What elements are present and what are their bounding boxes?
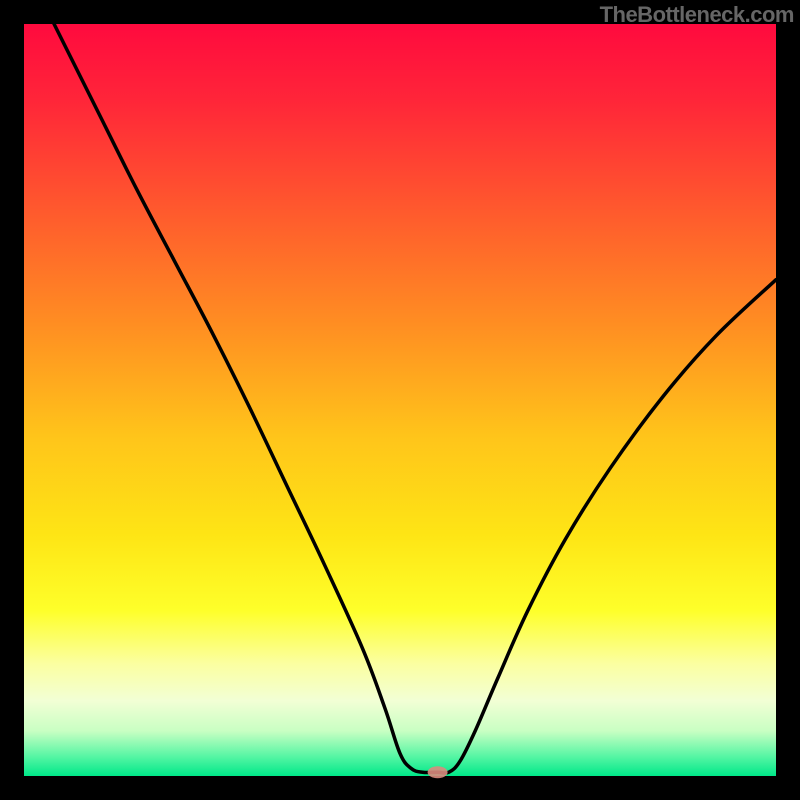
- bottleneck-chart: [0, 0, 800, 800]
- optimum-marker: [428, 766, 448, 778]
- chart-container: TheBottleneck.com: [0, 0, 800, 800]
- watermark-text: TheBottleneck.com: [600, 2, 794, 28]
